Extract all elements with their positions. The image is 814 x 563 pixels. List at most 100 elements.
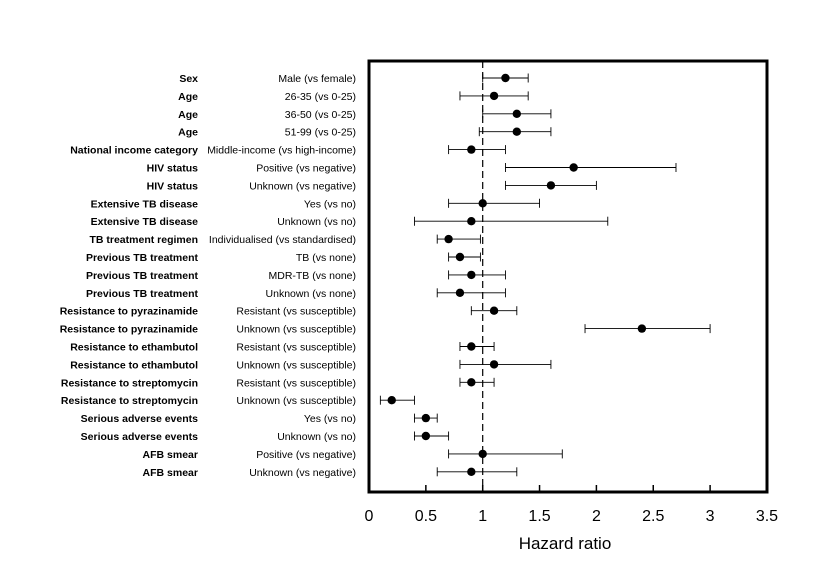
x-tick-label: 0.5 <box>415 508 437 525</box>
hazard-ratio-point <box>489 360 499 369</box>
estimate-row <box>448 252 481 262</box>
hazard-ratio-point <box>512 109 522 119</box>
row-variable-label: Previous TB treatment <box>86 288 199 300</box>
estimate-row <box>448 198 540 208</box>
hazard-ratio-point <box>478 449 487 459</box>
hazard-ratio-point <box>467 145 476 154</box>
estimate-marks <box>379 73 711 477</box>
row-comparison-label: MDR-TB (vs none) <box>268 270 356 282</box>
hazard-ratio-point <box>501 73 510 83</box>
row-comparison-label: Unknown (vs negative) <box>249 467 356 479</box>
row-comparison-label: Unknown (vs negative) <box>249 180 356 192</box>
row-comparison-label: Unknown (vs no) <box>277 431 356 443</box>
row-comparison-label: 51-99 (vs 0-25) <box>285 127 356 139</box>
row-comparison-label: Unknown (vs susceptible) <box>236 324 356 336</box>
hazard-ratio-point <box>387 396 396 405</box>
x-tick-label: 3.5 <box>756 508 778 525</box>
hazard-ratio-point <box>489 306 499 315</box>
row-variable-label: HIV status <box>147 180 199 192</box>
hazard-ratio-point <box>467 270 476 280</box>
estimate-row <box>459 359 552 369</box>
row-variable-label: National income category <box>70 145 198 157</box>
x-tick-label: 1.5 <box>528 508 550 525</box>
row-variable-label: AFB smear <box>143 449 198 461</box>
row-comparison-label: Resistant (vs susceptible) <box>236 306 356 318</box>
row-variable-label: HIV status <box>147 163 199 175</box>
estimate-row <box>482 109 552 119</box>
x-axis-title: Hazard ratio <box>519 534 612 553</box>
hazard-ratio-point <box>512 127 522 136</box>
plot-frame <box>367 59 769 494</box>
row-comparison-label: TB (vs none) <box>296 252 356 264</box>
row-variable-label: Extensive TB disease <box>91 216 199 228</box>
hazard-ratio-point <box>467 217 476 226</box>
row-comparison-label: Unknown (vs none) <box>266 288 356 300</box>
estimate-row <box>470 306 518 316</box>
estimate-row <box>482 73 529 83</box>
x-tick-label: 2 <box>592 508 601 525</box>
estimate-row <box>414 216 609 226</box>
x-axis: 0 0.5 1 1.5 2 2.5 3 3.5 <box>365 485 778 525</box>
estimate-row <box>448 145 506 155</box>
x-tick-label: 1 <box>478 508 487 525</box>
row-variable-label: Resistance to pyrazinamide <box>60 324 198 336</box>
row-comparison-label: Unknown (vs susceptible) <box>236 359 356 371</box>
row-comparison-label: 36-50 (vs 0-25) <box>285 109 356 121</box>
hazard-ratio-point <box>489 91 499 101</box>
row-variable-label: TB treatment regimen <box>89 234 198 246</box>
estimate-row <box>414 431 450 441</box>
row-comparison-label: Male (vs female) <box>278 73 356 85</box>
row-variable-label: Previous TB treatment <box>86 270 199 282</box>
row-comparison-label: Positive (vs negative) <box>256 163 356 175</box>
estimate-row <box>436 234 481 244</box>
row-labels: Sex Male (vs female) Age 26-35 (vs 0-25) Age… <box>60 73 356 479</box>
row-comparison-label: Positive (vs negative) <box>256 449 356 461</box>
hazard-ratio-point <box>569 163 578 172</box>
estimate-row <box>436 467 518 477</box>
estimate-row <box>504 180 597 190</box>
row-variable-label: Resistance to streptomycin <box>61 377 198 389</box>
estimate-row <box>448 449 563 459</box>
hazard-ratio-point <box>467 467 476 476</box>
hazard-ratio-point <box>455 252 465 262</box>
estimate-row <box>448 270 506 280</box>
hazard-ratio-point <box>444 234 453 244</box>
estimate-row <box>414 413 438 423</box>
estimate-row <box>504 163 677 172</box>
estimate-row <box>584 324 711 334</box>
estimate-row <box>459 342 495 351</box>
row-variable-label: AFB smear <box>143 467 198 479</box>
hazard-ratio-point <box>421 413 431 423</box>
row-comparison-label: Individualised (vs standardised) <box>209 234 356 246</box>
row-variable-label: Resistance to ethambutol <box>70 359 198 371</box>
row-variable-label: Sex <box>179 73 198 85</box>
hazard-ratio-point <box>467 378 476 387</box>
row-variable-label: Resistance to ethambutol <box>70 342 198 354</box>
row-comparison-label: 26-35 (vs 0-25) <box>285 91 356 103</box>
estimate-row <box>478 127 552 137</box>
row-variable-label: Resistance to streptomycin <box>61 395 198 407</box>
row-variable-label: Age <box>178 127 198 139</box>
row-variable-label: Serious adverse events <box>81 431 198 443</box>
row-comparison-label: Unknown (vs no) <box>277 216 356 228</box>
row-variable-label: Resistance to pyrazinamide <box>60 306 198 318</box>
hazard-ratio-point <box>421 431 431 441</box>
x-tick-label: 3 <box>706 508 715 525</box>
hazard-ratio-point <box>478 199 487 208</box>
hazard-ratio-point <box>637 324 647 333</box>
x-tick-label: 0 <box>365 508 374 525</box>
estimate-row <box>459 377 495 387</box>
row-variable-label: Age <box>178 109 198 121</box>
row-variable-label: Extensive TB disease <box>91 198 199 210</box>
hazard-ratio-point <box>467 342 476 351</box>
row-comparison-label: Yes (vs no) <box>304 413 356 425</box>
estimate-row <box>459 91 529 101</box>
estimate-row <box>436 288 506 298</box>
row-variable-label: Age <box>178 91 198 103</box>
x-tick-label: 2.5 <box>642 508 664 525</box>
row-comparison-label: Resistant (vs susceptible) <box>236 377 356 389</box>
row-comparison-label: Resistant (vs susceptible) <box>236 342 356 354</box>
row-variable-label: Serious adverse events <box>81 413 198 425</box>
row-comparison-label: Unknown (vs susceptible) <box>236 395 356 407</box>
